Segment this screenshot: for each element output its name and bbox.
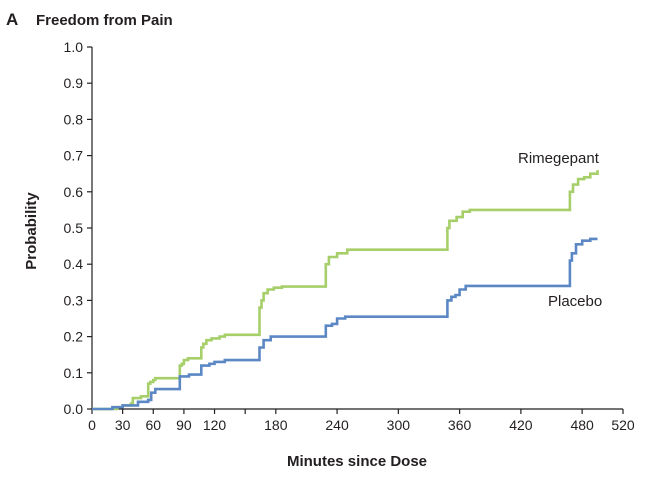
x-tick-label: 520 [611, 417, 635, 433]
series-line-placebo [92, 237, 598, 411]
y-tick-label: 0.8 [64, 111, 84, 127]
y-tick-label: 0.4 [64, 256, 84, 272]
y-tick-label: 0.1 [64, 365, 84, 381]
x-tick-label: 300 [387, 417, 411, 433]
y-axis-title: Probability [23, 192, 40, 270]
y-tick-label: 0.5 [64, 220, 84, 236]
x-tick-label: 0 [88, 417, 96, 433]
x-tick-label: 480 [570, 417, 594, 433]
series-line-rimegepant [92, 170, 599, 411]
x-tick-label: 90 [176, 417, 192, 433]
y-axis: 0.0 0.1 0.2 0.3 0.4 0.5 0.6 0.7 0.8 0.9 1.0 [64, 39, 93, 417]
y-tick-label: 0.2 [64, 329, 84, 345]
x-tick-label: 360 [448, 417, 472, 433]
x-axis-title: Minutes since Dose [287, 453, 427, 470]
x-tick-label: 120 [203, 417, 227, 433]
y-tick-label: 0.6 [64, 184, 84, 200]
x-tick-label: 180 [264, 417, 288, 433]
series-label-placebo: Placebo [548, 293, 602, 310]
series-label-rimegepant: Rimegepant [518, 150, 600, 167]
chart-title: Freedom from Pain [36, 12, 173, 29]
series-layer [92, 170, 599, 411]
panel-letter: A [6, 10, 18, 29]
y-tick-label: 0.9 [64, 75, 84, 91]
x-tick-label: 60 [145, 417, 161, 433]
x-tick-label: 240 [325, 417, 349, 433]
x-tick-label: 420 [509, 417, 533, 433]
y-tick-label: 1.0 [64, 39, 84, 55]
y-tick-label: 0.7 [64, 148, 84, 164]
y-tick-label: 0.3 [64, 292, 84, 308]
x-axis: 0 30 60 90 120 180 240 300 360 420 480 520 [88, 408, 635, 433]
x-tick-label: 30 [115, 417, 131, 433]
y-tick-label: 0.0 [64, 401, 84, 417]
